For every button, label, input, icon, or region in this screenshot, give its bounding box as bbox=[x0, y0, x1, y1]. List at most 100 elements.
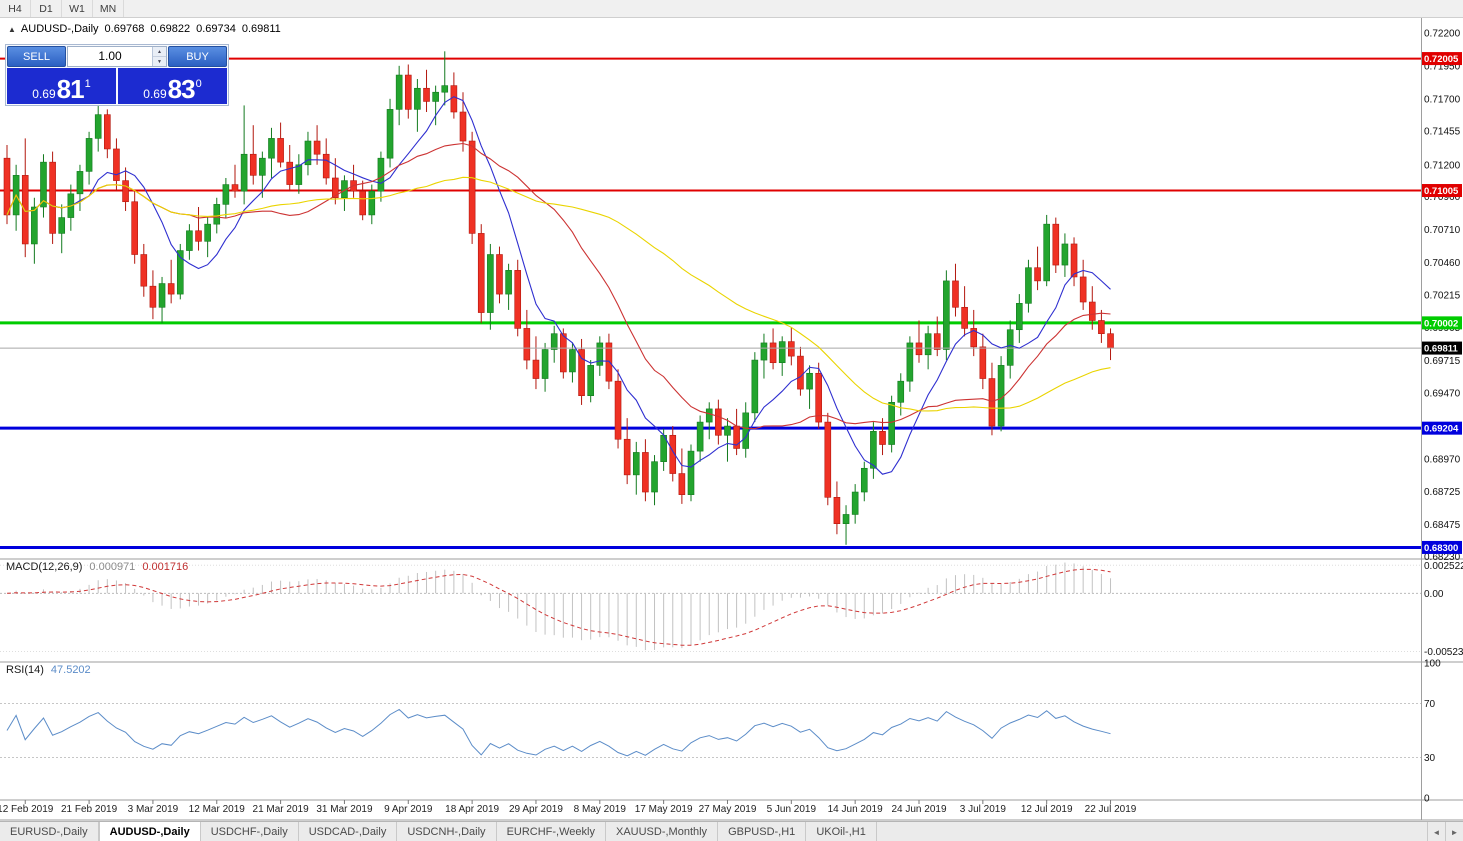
date-label: 31 Mar 2019 bbox=[316, 804, 373, 815]
volume-up-icon[interactable]: ▲ bbox=[153, 47, 166, 57]
candle bbox=[204, 223, 211, 242]
candle bbox=[623, 438, 631, 476]
candle bbox=[933, 333, 941, 350]
candle bbox=[769, 342, 777, 364]
timeframe-d1-button[interactable]: D1 bbox=[31, 0, 62, 17]
candle bbox=[1107, 333, 1114, 349]
candle bbox=[778, 341, 786, 364]
candle bbox=[395, 74, 403, 110]
candles bbox=[3, 51, 1114, 545]
candle bbox=[158, 283, 166, 308]
candle bbox=[231, 184, 239, 192]
candle bbox=[578, 349, 585, 396]
macd-title: MACD(12,26,9) bbox=[6, 561, 83, 573]
volume-down-icon[interactable]: ▼ bbox=[153, 57, 166, 66]
tab-eurchf-weekly[interactable]: EURCHF-,Weekly bbox=[497, 822, 606, 841]
price-tag-label: 0.72005 bbox=[1424, 54, 1459, 65]
timeframe-toolbar: H4 D1 W1 MN bbox=[0, 0, 1463, 18]
price-tag-label: 0.69811 bbox=[1424, 344, 1459, 355]
price-tick-label: 0.71700 bbox=[1424, 94, 1461, 105]
macd-main-value: 0.000971 bbox=[89, 561, 136, 573]
price-tags: 0.72005 0.71005 0.70002 0.69204 0.68300 0.698… bbox=[1422, 52, 1462, 554]
macd-axis-label: 0.002522 bbox=[1424, 561, 1463, 572]
price-tick-label: 0.69470 bbox=[1424, 389, 1461, 400]
candle bbox=[642, 452, 649, 493]
date-label: 12 Mar 2019 bbox=[189, 804, 246, 815]
candle bbox=[806, 372, 813, 390]
rsi-panel bbox=[0, 703, 1421, 758]
tab-ukoil-h1[interactable]: UKOil-,H1 bbox=[806, 822, 877, 841]
tab-usdcad-daily[interactable]: USDCAD-,Daily bbox=[299, 822, 398, 841]
volume-input[interactable]: 1.00 bbox=[98, 49, 122, 63]
tab-usdcnh-daily[interactable]: USDCNH-,Daily bbox=[397, 822, 497, 841]
tab-xauusd-monthly[interactable]: XAUUSD-,Monthly bbox=[606, 822, 719, 841]
timeframe-w1-button[interactable]: W1 bbox=[62, 0, 93, 17]
date-label: 3 Mar 2019 bbox=[128, 804, 179, 815]
price-tick-label: 0.68475 bbox=[1424, 520, 1461, 531]
candle bbox=[541, 349, 549, 379]
timeframe-mn-button[interactable]: MN bbox=[93, 0, 124, 17]
candle bbox=[961, 306, 968, 329]
close-value: 0.69811 bbox=[241, 23, 281, 35]
candle bbox=[751, 359, 759, 414]
date-label: 14 Jun 2019 bbox=[828, 804, 883, 815]
macd-signal-value: 0.001716 bbox=[142, 561, 189, 573]
price-tick-label: 0.71950 bbox=[1424, 61, 1461, 72]
candle bbox=[788, 341, 795, 357]
date-label: 12 Feb 2019 bbox=[0, 804, 54, 815]
date-label: 24 Jun 2019 bbox=[891, 804, 946, 815]
candle bbox=[997, 365, 1005, 427]
candle bbox=[678, 473, 686, 495]
candle bbox=[824, 421, 832, 498]
sell-button[interactable]: SELL bbox=[7, 46, 66, 67]
tab-label: AUDUSD-,Daily bbox=[109, 826, 190, 838]
price-tick-label: 0.69715 bbox=[1424, 356, 1461, 367]
tab-gbpusd-h1[interactable]: GBPUSD-,H1 bbox=[718, 822, 807, 841]
tabs-scroll-right-button[interactable]: ► bbox=[1445, 822, 1463, 841]
candle bbox=[186, 230, 193, 251]
moving-average-line bbox=[6, 176, 1111, 412]
tab-audusd-daily[interactable]: AUDUSD-,Daily bbox=[98, 822, 201, 841]
candle bbox=[669, 434, 677, 474]
candle bbox=[149, 285, 157, 308]
ask-price-prefix: 0.69 bbox=[143, 87, 167, 101]
price-tag-label: 0.71005 bbox=[1424, 186, 1459, 197]
candle bbox=[58, 217, 66, 234]
low-value: 0.69734 bbox=[196, 23, 236, 35]
tab-usdchf-daily[interactable]: USDCHF-,Daily bbox=[201, 822, 299, 841]
candle bbox=[450, 85, 458, 113]
date-label: 27 May 2019 bbox=[699, 804, 757, 815]
tabs-scroll-left-button[interactable]: ◄ bbox=[1427, 822, 1445, 841]
candle bbox=[1016, 303, 1023, 331]
rsi-axis-label: 100 bbox=[1424, 659, 1441, 670]
price-tag bbox=[1422, 421, 1462, 435]
candle bbox=[85, 138, 93, 172]
candle bbox=[414, 87, 421, 110]
timeframe-h4-button[interactable]: H4 bbox=[0, 0, 31, 17]
price-tick-label: 0.70460 bbox=[1424, 258, 1461, 269]
candle bbox=[1006, 329, 1014, 366]
axis-labels: 0.72200 0.71950 0.71700 0.71455 0.71200 0.709… bbox=[1424, 28, 1463, 804]
candle bbox=[359, 190, 366, 216]
price-tag-label: 0.69204 bbox=[1424, 424, 1459, 435]
price-tag bbox=[1422, 341, 1462, 355]
candle bbox=[1052, 223, 1060, 266]
candle bbox=[815, 372, 822, 423]
date-label: 8 May 2019 bbox=[574, 804, 627, 815]
ask-price-display[interactable]: 0.69 83 0 bbox=[118, 68, 227, 104]
buy-button[interactable]: BUY bbox=[168, 46, 227, 67]
price-tag bbox=[1422, 316, 1462, 330]
candle bbox=[40, 161, 47, 208]
one-click-panel-toggle-icon[interactable]: ▲ bbox=[8, 25, 16, 34]
candle bbox=[596, 342, 604, 366]
candle bbox=[696, 421, 704, 452]
price-tag-label: 0.68300 bbox=[1424, 543, 1458, 554]
date-label: 29 Apr 2019 bbox=[509, 804, 563, 815]
price-tag bbox=[1422, 184, 1462, 198]
tab-eurusd-daily[interactable]: EURUSD-,Daily bbox=[0, 822, 99, 841]
bid-price-display[interactable]: 0.69 81 1 bbox=[7, 68, 116, 104]
date-label: 3 Jul 2019 bbox=[960, 804, 1007, 815]
date-axis: 12 Feb 2019 21 Feb 2019 3 Mar 2019 12 Mar 2… bbox=[0, 800, 1137, 815]
level-lines bbox=[0, 57, 1421, 549]
